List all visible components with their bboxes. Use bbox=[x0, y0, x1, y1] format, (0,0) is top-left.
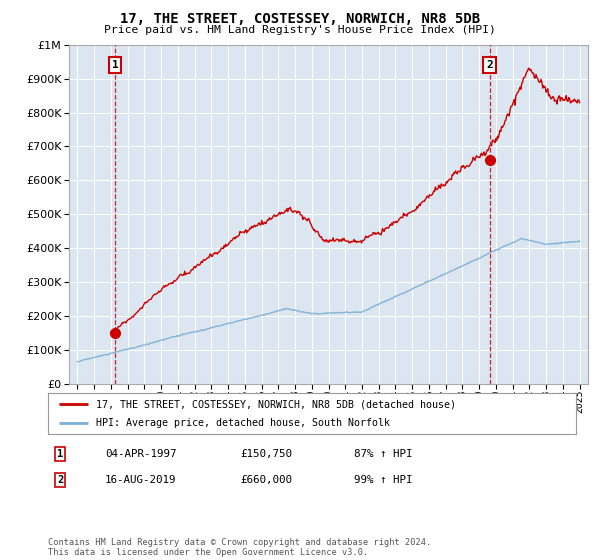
Text: 04-APR-1997: 04-APR-1997 bbox=[105, 449, 176, 459]
Text: 16-AUG-2019: 16-AUG-2019 bbox=[105, 475, 176, 485]
Text: 2: 2 bbox=[486, 60, 493, 70]
Text: Contains HM Land Registry data © Crown copyright and database right 2024.
This d: Contains HM Land Registry data © Crown c… bbox=[48, 538, 431, 557]
Text: 2: 2 bbox=[57, 475, 63, 485]
Text: 1: 1 bbox=[112, 60, 118, 70]
Text: Price paid vs. HM Land Registry's House Price Index (HPI): Price paid vs. HM Land Registry's House … bbox=[104, 25, 496, 35]
Text: 99% ↑ HPI: 99% ↑ HPI bbox=[354, 475, 413, 485]
Text: £150,750: £150,750 bbox=[240, 449, 292, 459]
Text: 1: 1 bbox=[57, 449, 63, 459]
Text: 87% ↑ HPI: 87% ↑ HPI bbox=[354, 449, 413, 459]
Text: £660,000: £660,000 bbox=[240, 475, 292, 485]
Text: 17, THE STREET, COSTESSEY, NORWICH, NR8 5DB (detached house): 17, THE STREET, COSTESSEY, NORWICH, NR8 … bbox=[95, 399, 455, 409]
Text: 17, THE STREET, COSTESSEY, NORWICH, NR8 5DB: 17, THE STREET, COSTESSEY, NORWICH, NR8 … bbox=[120, 12, 480, 26]
Text: HPI: Average price, detached house, South Norfolk: HPI: Average price, detached house, Sout… bbox=[95, 418, 389, 428]
